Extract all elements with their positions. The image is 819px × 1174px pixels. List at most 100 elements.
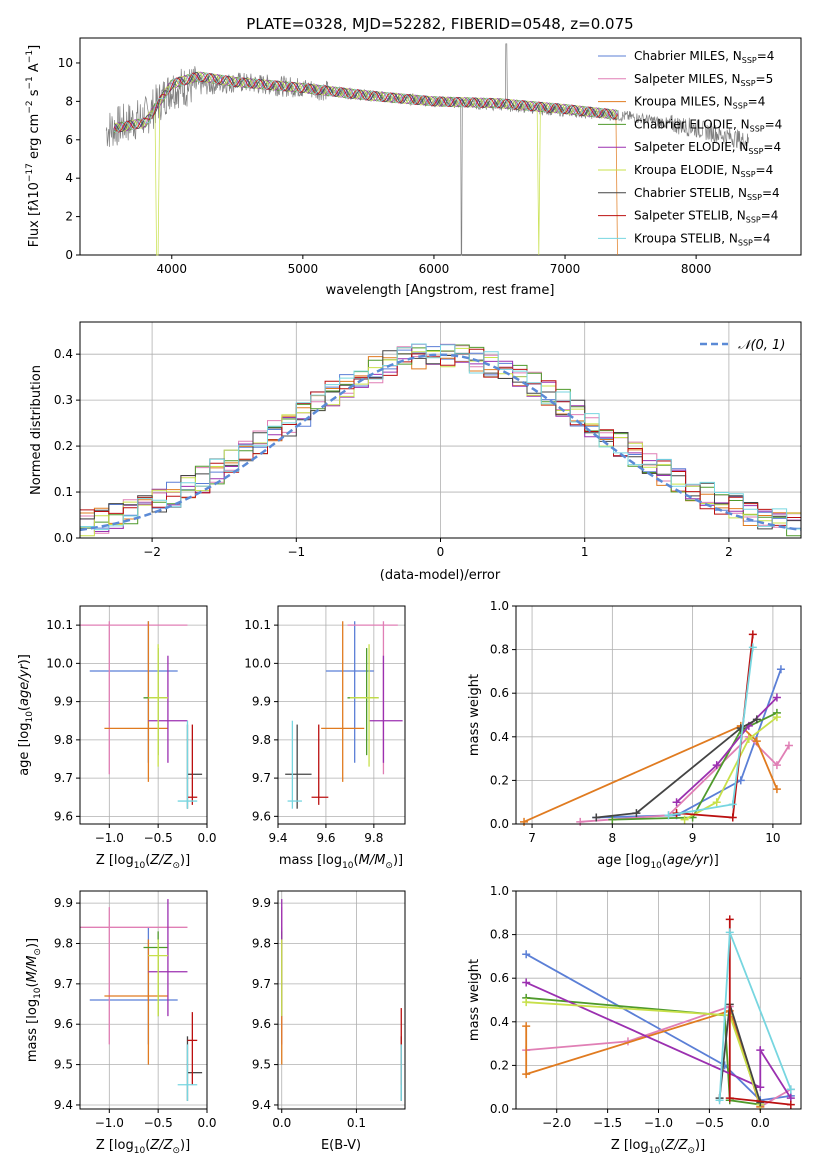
mass-vs-extinction-panel: 0.0 0.1 9.4 9.5 9.6 9.7 9.8 9.9 E(B-V) [252,890,406,1153]
histogram-step-line [80,348,801,526]
mass-vs-metallicity-panel: −1.0 −0.5 0.0 9.4 9.5 9.6 9.7 9.8 9.9 Z [log10(Z… [25,890,217,1156]
y-tick-label: 9.9 [54,695,73,709]
y-tick-label: 0.4 [490,730,509,744]
mass-weight-line [675,696,778,803]
y-tick-label: 10.0 [46,656,73,670]
y-tick-label: 9.7 [252,771,271,785]
data-point-marker [632,809,641,818]
mass-vs-extinction-frame [277,890,406,1110]
y-tick-label: 6 [65,133,73,147]
mass-vs-metallicity-frame [79,890,208,1110]
y-tick-label: 9.8 [54,936,73,950]
age-vs-mass-frame [277,605,406,825]
age-vs-mass-panel: 9.4 9.6 9.8 9.6 9.7 9.8 9.9 10.0 10.1 mass [log1… [244,605,406,871]
legend-label: Salpeter STELIB, NSSP=4 [634,209,778,225]
x-tick-label: 4000 [156,262,187,276]
data-point-marker [756,1083,765,1092]
data-point-marker [786,1085,795,1094]
mass-weight-vs-metallicity-xlabel: Z [log10(Z/Z⊙)] [611,1138,705,1156]
x-tick-label: −1.0 [95,1116,124,1130]
spectrum-ylabel: Flux [fλ10−17 erg cm−2 s−1 A−1] [25,45,42,247]
model-fit-line [113,72,618,133]
y-tick-label: 9.8 [252,936,271,950]
y-tick-label: 1.0 [490,599,509,613]
data-point-marker [756,1046,765,1055]
y-tick-label: 9.4 [252,1098,271,1112]
data-point-marker [576,817,585,826]
data-point-marker [748,630,757,639]
age-vs-metallicity-xlabel: Z [log10(Z/Z⊙)] [96,853,190,871]
mass-vs-metallicity-xlabel: Z [log10(Z/Z⊙)] [96,1138,190,1156]
x-tick-label: 2 [725,545,733,559]
legend-label: Chabrier MILES, NSSP=4 [634,49,774,65]
spectrum-axes-frame [79,37,802,256]
data-point-marker [522,950,531,959]
y-tick-label: 9.4 [54,1098,73,1112]
x-tick-label: 0.0 [197,1116,216,1130]
age-vs-metallicity-ylabel: age [log10(age/yr)] [17,654,35,776]
data-point-marker [522,1070,531,1079]
mass-weight-vs-metallicity-panel: −2.0 −1.5 −1.0 −0.5 0.0 0.0 0.2 0.4 0.6 0.8 1.0 Z … [467,884,802,1156]
data-point-marker [728,813,737,822]
data-point-marker [772,713,781,722]
y-tick-label: 9.8 [252,733,271,747]
data-point-marker [752,715,761,724]
data-point-marker [522,978,531,987]
data-point-marker [725,915,734,924]
data-point-marker [736,776,745,785]
data-point-marker [712,761,721,770]
legend-label: Salpeter ELODIE, NSSP=4 [634,140,781,156]
x-tick-label: −0.5 [144,1116,173,1130]
x-tick-label: 0 [437,545,445,559]
x-tick-label: 9 [689,831,697,845]
y-tick-label: 9.6 [54,809,73,823]
x-tick-label: −1.5 [593,1116,622,1130]
data-point-marker [592,813,601,822]
x-tick-label: 0.1 [347,1116,366,1130]
x-tick-label: −1 [287,545,305,559]
data-point-marker [680,815,689,824]
y-tick-label: 0.6 [490,971,509,985]
mass-weight-vs-age-panel: 7 8 9 10 0.0 0.2 0.4 0.6 0.8 1.0 age [log10(age/y… [467,599,802,871]
y-tick-label: 0.8 [490,643,509,657]
x-tick-label: 0.0 [751,1116,770,1130]
y-tick-label: 4 [65,171,73,185]
x-tick-label: 1 [581,545,589,559]
mass-weight-line [684,716,778,821]
x-tick-label: 7000 [550,262,581,276]
data-point-marker [522,1022,531,1031]
histogram-step-line [80,343,801,531]
y-tick-label: 10 [58,56,73,70]
x-tick-label: 10 [765,831,780,845]
y-tick-label: 10.1 [46,618,73,632]
data-point-marker [772,761,781,770]
residual-histogram-panel: 𝒩(0, 1) −2 −1 0 1 2 0.0 0.1 0.2 0.3 0.4 (data-mo… [29,321,802,583]
y-tick-label: 9.7 [54,771,73,785]
legend-label: Kroupa STELIB, NSSP=4 [634,231,771,247]
histogram-xlabel: (data-model)/error [380,568,501,583]
x-tick-label: 0.0 [272,1116,291,1130]
x-tick-label: −2.0 [542,1116,571,1130]
x-tick-label: 6000 [419,262,450,276]
y-tick-label: 9.6 [252,1017,271,1031]
data-point-marker [776,665,785,674]
y-tick-label: 0.3 [54,393,73,407]
spectrum-xlabel: wavelength [Angstrom, rest frame] [326,283,555,298]
x-tick-label: 9.4 [268,831,287,845]
data-point-marker [725,928,734,937]
data-point-marker [748,643,757,652]
y-tick-label: 0 [65,248,73,262]
y-tick-label: 0.6 [490,686,509,700]
mass-weight-vs-age-ylabel: mass weight [467,674,482,756]
data-point-marker [728,800,737,809]
y-tick-label: 1.0 [490,884,509,898]
y-tick-label: 0.1 [54,485,73,499]
data-point-marker [772,785,781,794]
legend-label: Kroupa MILES, NSSP=4 [634,95,765,111]
x-tick-label: 5000 [288,262,319,276]
y-tick-label: 9.9 [252,896,271,910]
y-tick-label: 0.0 [490,1102,509,1116]
model-fit-line [113,72,618,133]
y-tick-label: 9.5 [252,1058,271,1072]
data-point-marker [672,798,681,807]
